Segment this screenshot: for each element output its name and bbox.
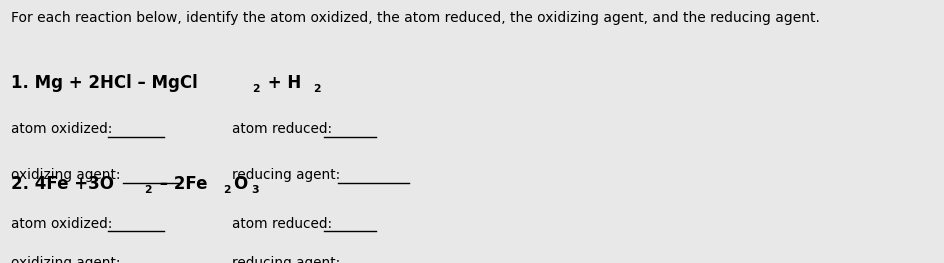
Text: 3: 3	[251, 185, 259, 195]
Text: – 2Fe: – 2Fe	[154, 175, 208, 193]
Text: oxidizing agent:: oxidizing agent:	[11, 256, 121, 263]
Text: O: O	[233, 175, 247, 193]
Text: atom reduced:: atom reduced:	[231, 217, 331, 231]
Text: 2: 2	[223, 185, 230, 195]
Text: reducing agent:: reducing agent:	[231, 256, 340, 263]
Text: atom reduced:: atom reduced:	[231, 122, 331, 136]
Text: atom oxidized:: atom oxidized:	[11, 122, 112, 136]
Text: oxidizing agent:: oxidizing agent:	[11, 168, 121, 182]
Text: 2: 2	[312, 84, 320, 94]
Text: 2: 2	[144, 185, 152, 195]
Text: 2: 2	[252, 84, 260, 94]
Text: atom oxidized:: atom oxidized:	[11, 217, 112, 231]
Text: 1. Mg + 2HCl – MgCl: 1. Mg + 2HCl – MgCl	[11, 74, 198, 92]
Text: reducing agent:: reducing agent:	[231, 168, 340, 182]
Text: 2. 4Fe +3O: 2. 4Fe +3O	[11, 175, 114, 193]
Text: For each reaction below, identify the atom oxidized, the atom reduced, the oxidi: For each reaction below, identify the at…	[11, 11, 819, 24]
Text: + H: + H	[261, 74, 301, 92]
